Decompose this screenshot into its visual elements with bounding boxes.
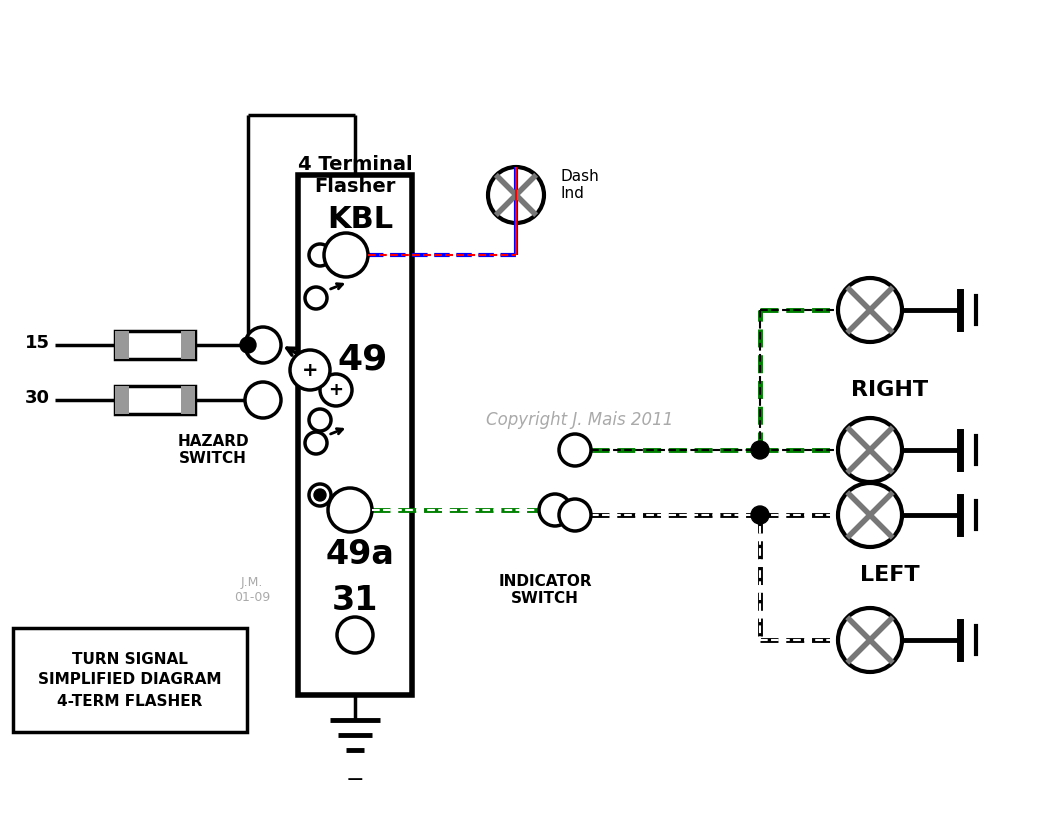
Text: TURN SIGNAL
SIMPLIFIED DIAGRAM
4-TERM FLASHER: TURN SIGNAL SIMPLIFIED DIAGRAM 4-TERM FL… <box>38 651 222 708</box>
Circle shape <box>309 244 331 266</box>
Text: 31: 31 <box>332 583 378 617</box>
Bar <box>181 386 195 414</box>
Circle shape <box>309 484 331 506</box>
Text: 30: 30 <box>25 389 50 407</box>
Circle shape <box>324 233 367 277</box>
Circle shape <box>838 418 902 482</box>
Text: −: − <box>345 770 364 790</box>
Text: +: + <box>328 381 343 399</box>
Bar <box>298 175 412 695</box>
Circle shape <box>309 409 331 431</box>
Text: LEFT: LEFT <box>861 565 920 585</box>
Circle shape <box>559 499 591 531</box>
FancyBboxPatch shape <box>13 628 247 732</box>
Text: 49a: 49a <box>325 539 395 571</box>
Circle shape <box>240 337 256 353</box>
Circle shape <box>838 608 902 672</box>
Circle shape <box>751 441 769 459</box>
Text: 4 Terminal
Flasher: 4 Terminal Flasher <box>298 155 412 196</box>
Bar <box>115 386 129 414</box>
Text: Copyright J. Mais 2011: Copyright J. Mais 2011 <box>487 411 674 429</box>
Circle shape <box>314 489 326 501</box>
Bar <box>115 331 129 359</box>
Text: 49: 49 <box>338 343 389 377</box>
Text: +: + <box>302 361 318 379</box>
Bar <box>115 386 195 414</box>
Circle shape <box>305 432 327 454</box>
Circle shape <box>337 617 373 653</box>
Text: KBL: KBL <box>327 206 393 234</box>
Circle shape <box>320 374 352 406</box>
Circle shape <box>245 382 281 418</box>
Bar <box>115 331 195 359</box>
Circle shape <box>751 506 769 524</box>
Text: INDICATOR
SWITCH: INDICATOR SWITCH <box>498 574 591 606</box>
Text: 15: 15 <box>25 334 50 352</box>
Circle shape <box>290 350 329 390</box>
Circle shape <box>559 434 591 466</box>
Circle shape <box>838 483 902 547</box>
Text: RIGHT: RIGHT <box>851 380 928 400</box>
Circle shape <box>245 327 281 363</box>
Text: J.M.
01-09: J.M. 01-09 <box>233 576 270 604</box>
Text: HAZARD
SWITCH: HAZARD SWITCH <box>177 434 249 466</box>
Circle shape <box>838 278 902 342</box>
Circle shape <box>488 167 544 223</box>
Text: Dash
Ind: Dash Ind <box>561 169 600 202</box>
Circle shape <box>328 488 372 532</box>
Circle shape <box>305 287 327 309</box>
Bar <box>181 331 195 359</box>
Circle shape <box>539 494 571 526</box>
